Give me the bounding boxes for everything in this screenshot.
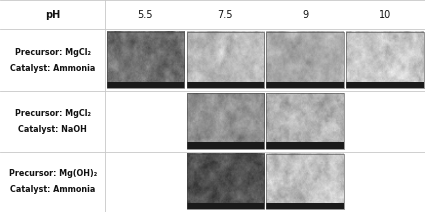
Bar — [187, 154, 264, 209]
Text: Catalyst: Ammonia: Catalyst: Ammonia — [10, 64, 95, 73]
Bar — [187, 142, 264, 149]
Bar — [107, 82, 184, 88]
Text: 10: 10 — [379, 10, 391, 20]
Bar — [187, 93, 264, 149]
Text: Catalyst: Ammonia: Catalyst: Ammonia — [10, 185, 95, 194]
Bar — [346, 82, 424, 88]
Bar — [187, 32, 264, 88]
Text: 5.5: 5.5 — [138, 10, 153, 20]
Text: 7.5: 7.5 — [218, 10, 233, 20]
Text: Precursor: MgCl₂: Precursor: MgCl₂ — [15, 47, 91, 57]
Bar — [187, 203, 264, 209]
Bar — [266, 203, 344, 209]
Bar — [346, 32, 424, 88]
Text: 9: 9 — [302, 10, 308, 20]
Text: pH: pH — [45, 10, 60, 20]
Bar — [266, 142, 344, 149]
Bar — [107, 32, 184, 88]
Bar — [187, 82, 264, 88]
Text: Precursor: MgCl₂: Precursor: MgCl₂ — [15, 109, 91, 118]
Bar — [266, 93, 344, 149]
Bar — [266, 154, 344, 209]
Text: Catalyst: NaOH: Catalyst: NaOH — [18, 125, 87, 134]
Bar — [266, 82, 344, 88]
Text: Precursor: Mg(OH)₂: Precursor: Mg(OH)₂ — [8, 169, 97, 179]
Bar — [266, 32, 344, 88]
